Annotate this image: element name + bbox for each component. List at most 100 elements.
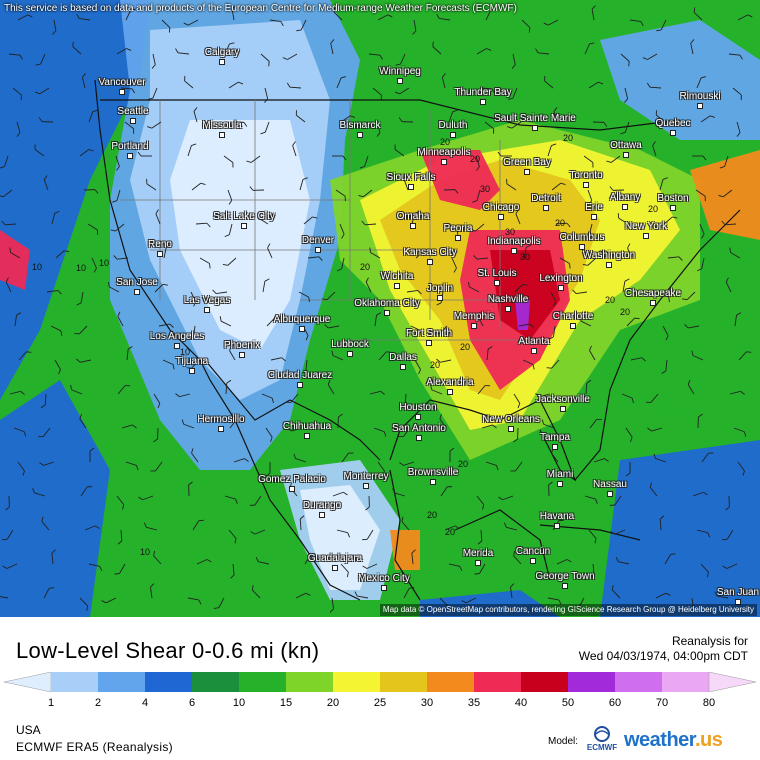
wind-barb (667, 256, 683, 261)
city-marker-icon (408, 184, 414, 190)
wind-barb (340, 563, 349, 578)
wind-barb (401, 516, 410, 531)
wind-barb (691, 350, 704, 361)
wind-barb (117, 385, 131, 395)
wind-barb (547, 597, 562, 605)
weather-map[interactable]: 10 10 10 10 20 20 20 20 20 20 20 30 30 30 20 20 20 20 20 10… (0, 0, 760, 617)
wind-barb (260, 121, 270, 135)
wind-barb (361, 220, 377, 226)
model-label: Model: (548, 736, 579, 747)
wind-barb (299, 515, 305, 531)
colorbar-tick-label: 4 (141, 697, 149, 709)
wind-barb (257, 213, 269, 225)
contour-label: 10 (32, 262, 42, 272)
wind-barb (620, 121, 630, 135)
wind-barb (83, 189, 99, 194)
wind-barb (212, 289, 228, 294)
city-marker-icon (127, 153, 133, 159)
wind-barb (269, 19, 284, 27)
wind-barb (332, 155, 347, 161)
shear-region (490, 250, 560, 340)
contour-label: 20 (440, 137, 450, 147)
wind-barb (444, 525, 460, 531)
colorbar-tick-label: 35 (467, 697, 481, 709)
contour-label: 20 (430, 360, 440, 370)
wind-barb (55, 250, 70, 259)
wind-barb (184, 75, 194, 89)
ecmwf-logo-text: ECMWF (587, 743, 617, 752)
wind-barb (474, 563, 486, 575)
wind-barb (251, 585, 261, 599)
city-marker-icon (670, 205, 676, 211)
wind-barb (696, 76, 707, 89)
wind-barb (261, 393, 274, 404)
colorbar-segment (51, 672, 98, 692)
wind-barb (506, 178, 517, 191)
wind-barb (188, 481, 193, 497)
map-attribution: Map data © OpenStreetMap contributors, r… (379, 604, 757, 616)
wind-barb (732, 87, 742, 101)
city-label: St. Louis (477, 268, 517, 279)
wind-barb (196, 559, 212, 565)
city-label: Fort Smith (405, 328, 453, 339)
wind-barb (548, 481, 553, 497)
wind-barb (195, 222, 211, 228)
colorbar-segment (662, 672, 709, 692)
city-marker-icon (530, 558, 536, 564)
city-label: Omaha (396, 211, 430, 222)
wind-barb (661, 359, 668, 374)
wind-barb (304, 553, 316, 565)
wind-barb (79, 597, 89, 611)
city-label: Tampa (539, 432, 571, 443)
city-label: Sioux Falls (386, 172, 436, 183)
wind-barb (719, 155, 729, 169)
wind-barb (585, 379, 592, 395)
wind-barb (721, 220, 737, 226)
reanalysis-label: Reanalysis for (671, 634, 748, 648)
colorbar-tick-label: 50 (561, 697, 575, 709)
wind-barb (121, 424, 137, 429)
colorbar-segment (568, 672, 615, 692)
wind-barb (295, 110, 306, 123)
wind-barb (365, 495, 370, 511)
city-marker-icon (583, 182, 589, 188)
contour-label: 20 (458, 459, 468, 469)
wind-barb (153, 393, 161, 409)
wind-barb (222, 257, 237, 266)
wind-barb (89, 447, 95, 462)
wind-barb (573, 597, 585, 609)
map-title: Low-Level Shear 0-0.6 mi (kn) (16, 638, 320, 663)
wind-barb (615, 556, 630, 565)
wind-barb (298, 291, 310, 303)
wind-barb (43, 587, 55, 599)
wind-barb (725, 495, 730, 511)
contour-label: 20 (360, 262, 370, 272)
wind-barb (39, 461, 55, 466)
city-marker-icon (299, 326, 305, 332)
wind-barb (137, 151, 152, 157)
wind-barb (432, 41, 442, 55)
city-marker-icon (511, 248, 517, 254)
city-label: Green Bay (503, 157, 551, 168)
ecmwf-logo-icon: ECMWF (587, 726, 617, 752)
wind-barb (621, 393, 634, 404)
wind-barb (330, 39, 335, 55)
colorbar-arrow-left (4, 672, 52, 692)
wind-barb (584, 223, 593, 238)
wind-barb (439, 597, 449, 611)
wind-barb (340, 115, 355, 123)
city-label: Missoula (202, 120, 242, 131)
wind-barb (625, 462, 631, 477)
shear-region (300, 485, 380, 590)
wind-barb (143, 522, 158, 531)
wind-barb (652, 141, 657, 157)
wind-barb (358, 189, 373, 198)
wind-barb (376, 121, 381, 137)
wind-barb (447, 223, 459, 235)
city-label: Havana (539, 511, 575, 522)
wind-barb (700, 563, 709, 578)
wind-barb (733, 427, 747, 437)
wind-barb (522, 359, 535, 370)
weather-us-logo[interactable]: weather.us (624, 729, 723, 752)
wind-barb (443, 189, 459, 194)
